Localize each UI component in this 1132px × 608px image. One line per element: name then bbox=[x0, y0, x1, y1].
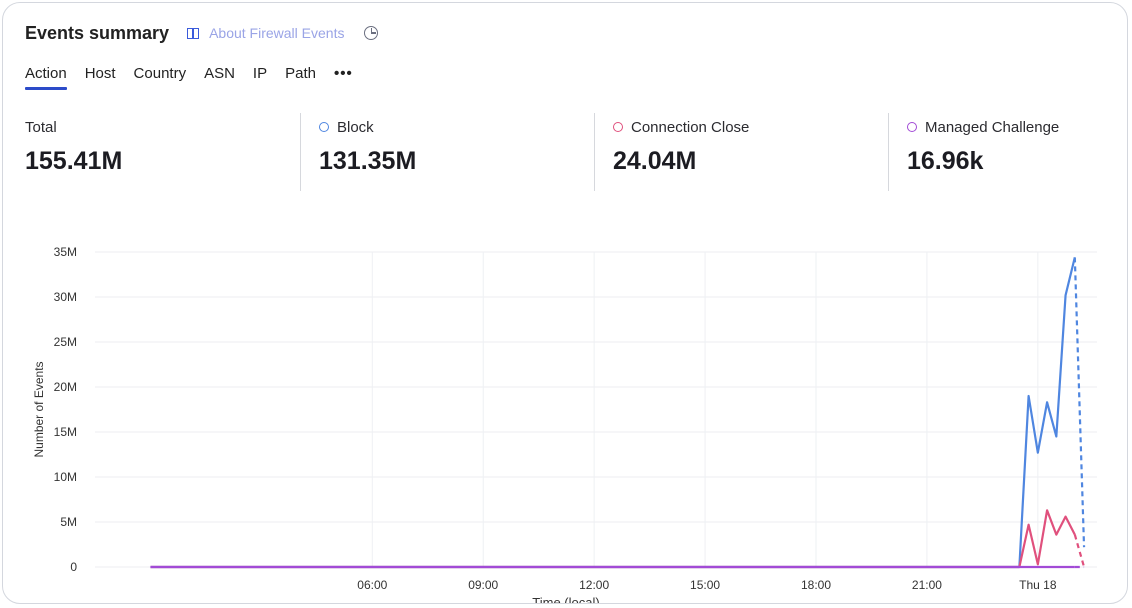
series-projection-connection-close bbox=[1073, 534, 1086, 568]
series-projection-block bbox=[1073, 257, 1086, 548]
stat-total-value: 155.41M bbox=[25, 147, 123, 175]
y-axis-title: Number of Events bbox=[32, 361, 46, 457]
stat-total-label: Total bbox=[25, 118, 57, 136]
stat-block-label: Block bbox=[337, 118, 374, 136]
stat-block[interactable]: Block 131.35M bbox=[319, 113, 416, 193]
tab-bar: Action Host Country ASN IP Path ••• bbox=[25, 65, 371, 90]
chart-labels: 0 5M 10M 15M 20M 25M 30M 35M 06:00 09:00 12:00 15:0… bbox=[32, 245, 1057, 604]
connection-close-legend-icon bbox=[613, 122, 623, 132]
stat-connection-close-label: Connection Close bbox=[631, 118, 750, 136]
y-tick-label: 10M bbox=[54, 470, 77, 484]
tab-host[interactable]: Host bbox=[84, 65, 116, 82]
card-header: Events summary About Firewall Events bbox=[25, 21, 379, 45]
x-tick-label: 09:00 bbox=[468, 578, 498, 592]
clock-icon[interactable] bbox=[364, 26, 379, 40]
x-axis-title: Time (local) bbox=[532, 595, 599, 604]
stats-row: Total 155.41M Block 131.35M Connection C… bbox=[3, 113, 1127, 193]
x-tick-label: 18:00 bbox=[801, 578, 831, 592]
stat-managed-challenge-label: Managed Challenge bbox=[925, 118, 1060, 136]
stat-divider bbox=[888, 113, 889, 191]
y-tick-label: 35M bbox=[54, 245, 77, 259]
y-tick-label: 0 bbox=[70, 560, 77, 574]
chart-grid bbox=[95, 251, 1097, 568]
card-title: Events summary bbox=[25, 22, 170, 43]
stat-connection-close-value: 24.04M bbox=[613, 147, 697, 175]
tab-ip[interactable]: IP bbox=[252, 65, 268, 82]
tab-asn[interactable]: ASN bbox=[204, 65, 235, 82]
x-tick-label: 12:00 bbox=[579, 578, 609, 592]
y-tick-label: 30M bbox=[54, 290, 77, 304]
about-firewall-events-link[interactable]: About Firewall Events bbox=[187, 25, 344, 41]
events-line-chart: 0 5M 10M 15M 20M 25M 30M 35M 06:00 09:00 12:00 15:0… bbox=[32, 245, 1097, 604]
stat-managed-challenge[interactable]: Managed Challenge 16.96k bbox=[907, 113, 1059, 193]
x-tick-label: 06:00 bbox=[357, 578, 387, 592]
y-tick-label: 5M bbox=[60, 515, 77, 529]
stat-block-value: 131.35M bbox=[319, 147, 417, 175]
managed-challenge-legend-icon bbox=[907, 122, 917, 132]
y-tick-label: 15M bbox=[54, 425, 77, 439]
y-tick-label: 20M bbox=[54, 380, 77, 394]
stat-connection-close[interactable]: Connection Close 24.04M bbox=[613, 113, 749, 193]
series-line-block[interactable] bbox=[150, 257, 1076, 569]
chart-series bbox=[150, 257, 1086, 569]
x-tick-label: 15:00 bbox=[690, 578, 720, 592]
x-tick-label: Thu 18 bbox=[1019, 578, 1057, 592]
about-link-label: About Firewall Events bbox=[209, 25, 345, 41]
x-tick-label: 21:00 bbox=[912, 578, 942, 592]
tab-action[interactable]: Action bbox=[25, 65, 67, 90]
block-legend-icon bbox=[319, 122, 329, 132]
stat-total: Total 155.41M bbox=[25, 113, 122, 193]
y-tick-label: 25M bbox=[54, 335, 77, 349]
stat-managed-challenge-value: 16.96k bbox=[907, 147, 984, 175]
events-chart: 0 5M 10M 15M 20M 25M 30M 35M 06:00 09:00 12:00 15:0… bbox=[3, 233, 1127, 604]
tab-country[interactable]: Country bbox=[133, 65, 187, 82]
stat-divider bbox=[300, 113, 301, 191]
book-icon bbox=[187, 27, 200, 39]
stat-divider bbox=[594, 113, 595, 191]
tab-path[interactable]: Path bbox=[285, 65, 316, 82]
series-line-connection-close[interactable] bbox=[150, 509, 1076, 569]
more-tabs-button[interactable]: ••• bbox=[333, 65, 353, 82]
